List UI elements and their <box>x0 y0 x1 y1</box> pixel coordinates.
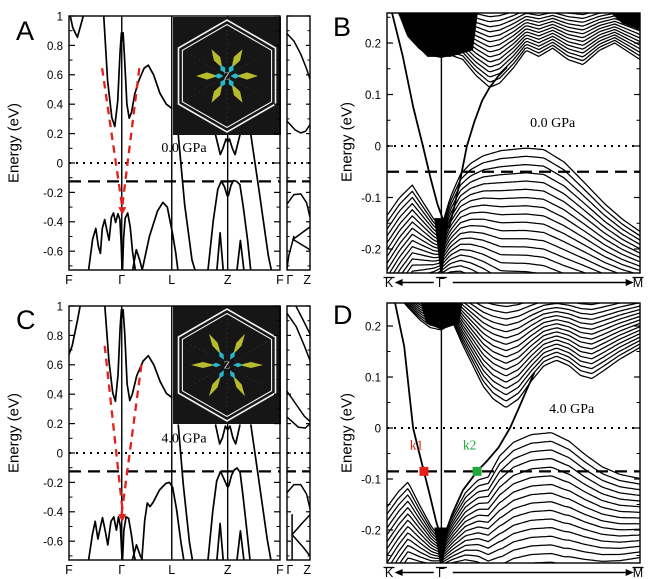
svg-text:4.0 GPa: 4.0 GPa <box>549 402 595 417</box>
panel-label-c: C <box>16 305 36 335</box>
svg-text:k1: k1 <box>410 437 424 452</box>
svg-text:-0.1: -0.1 <box>361 193 381 205</box>
panel-label-d: D <box>333 300 353 330</box>
svg-text:F: F <box>65 563 73 577</box>
y-axis-label-b: Energy (eV) <box>338 101 356 183</box>
svg-text:0.6: 0.6 <box>47 360 63 372</box>
y-axis-label-a: Energy (eV) <box>5 102 23 184</box>
svg-text:Z: Z <box>303 563 311 577</box>
svg-text:0: 0 <box>57 448 63 460</box>
svg-text:0.2: 0.2 <box>47 129 63 141</box>
svg-text:0.6: 0.6 <box>47 70 63 82</box>
svg-text:k2: k2 <box>463 437 477 452</box>
svg-text:Γ: Γ <box>118 563 125 577</box>
svg-text:-0.4: -0.4 <box>43 507 63 519</box>
svg-text:Z: Z <box>224 563 232 577</box>
svg-text:0.1: 0.1 <box>365 372 381 384</box>
panel-label-b: B <box>333 12 352 42</box>
svg-text:Γ: Γ <box>438 276 445 290</box>
svg-text:Z: Z <box>224 72 230 83</box>
svg-text:0.1: 0.1 <box>365 90 381 102</box>
svg-text:0: 0 <box>375 141 381 153</box>
svg-text:-0.2: -0.2 <box>361 244 381 256</box>
svg-text:0.4: 0.4 <box>47 390 64 402</box>
svg-text:Z: Z <box>303 273 311 287</box>
svg-text:F: F <box>65 273 73 287</box>
svg-text:-0.6: -0.6 <box>43 537 63 549</box>
svg-text:1: 1 <box>57 301 63 313</box>
svg-text:Γ: Γ <box>286 273 293 287</box>
svg-text:K: K <box>385 566 394 579</box>
y-axis-label-c: Energy (eV) <box>5 392 23 474</box>
panel-label-a: A <box>16 16 35 46</box>
svg-text:Z: Z <box>224 273 232 287</box>
svg-text:Γ: Γ <box>286 563 293 577</box>
svg-text:-0.2: -0.2 <box>361 525 381 537</box>
svg-text:-0.2: -0.2 <box>43 188 63 200</box>
svg-text:Z: Z <box>224 361 230 372</box>
svg-text:-0.6: -0.6 <box>43 247 63 259</box>
svg-text:-0.1: -0.1 <box>361 474 381 486</box>
svg-text:0.2: 0.2 <box>47 419 63 431</box>
svg-text:0.8: 0.8 <box>47 41 63 53</box>
svg-text:L: L <box>168 563 175 577</box>
svg-text:0.2: 0.2 <box>365 38 381 50</box>
y-axis-label-d: Energy (eV) <box>338 392 356 474</box>
svg-text:4.0 GPa: 4.0 GPa <box>161 432 207 447</box>
svg-text:F: F <box>276 273 284 287</box>
svg-text:Γ: Γ <box>438 566 445 579</box>
svg-text:0.2: 0.2 <box>365 321 381 333</box>
svg-text:0.8: 0.8 <box>47 331 63 343</box>
svg-text:1: 1 <box>57 11 63 23</box>
svg-text:M: M <box>633 566 643 579</box>
svg-text:K: K <box>385 276 394 290</box>
svg-text:0.0 GPa: 0.0 GPa <box>530 116 576 131</box>
svg-text:M: M <box>633 276 643 290</box>
svg-text:Γ: Γ <box>118 273 125 287</box>
svg-text:L: L <box>168 273 175 287</box>
svg-text:F: F <box>276 563 284 577</box>
svg-text:0: 0 <box>57 158 63 170</box>
svg-text:-0.4: -0.4 <box>43 217 63 229</box>
svg-text:0.4: 0.4 <box>47 100 64 112</box>
svg-text:-0.2: -0.2 <box>43 478 63 490</box>
svg-text:0.0 GPa: 0.0 GPa <box>161 141 207 156</box>
svg-text:0: 0 <box>375 423 381 435</box>
